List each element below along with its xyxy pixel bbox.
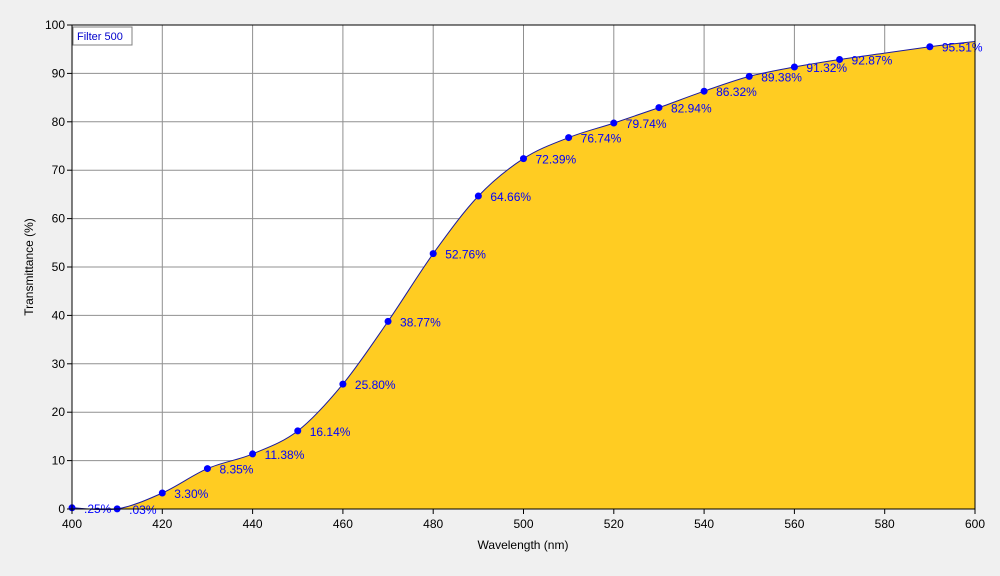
data-point — [249, 450, 257, 458]
data-point — [203, 465, 211, 473]
y-axis-title: Transmittance (%) — [22, 218, 36, 316]
data-label: 25.80% — [355, 378, 396, 392]
data-point — [610, 119, 618, 127]
data-point — [158, 489, 166, 497]
data-point — [520, 155, 527, 163]
data-label: .03% — [129, 503, 157, 517]
x-tick-label: 600 — [965, 517, 985, 531]
data-label: 95.51% — [942, 41, 983, 55]
x-tick-label: 460 — [333, 517, 353, 531]
data-label: 79.74% — [626, 117, 667, 131]
x-tick-label: 420 — [152, 517, 172, 531]
data-labels: .25% .03%3.30%8.35%11.38%16.14%25.80%38.7… — [84, 41, 983, 517]
data-point — [565, 134, 573, 142]
y-tick-label: 0 — [58, 502, 65, 516]
y-axis-ticks: 0 10 20 30 40 50 60 70 80 90 100 — [45, 18, 72, 516]
data-point — [836, 56, 844, 64]
y-tick-label: 100 — [45, 18, 65, 32]
data-label: 64.66% — [490, 190, 531, 204]
x-tick-label: 480 — [423, 517, 443, 531]
y-tick-label: 60 — [52, 212, 66, 226]
data-label: 76.74% — [581, 132, 622, 146]
data-point — [790, 63, 798, 71]
y-tick-label: 90 — [52, 66, 66, 80]
y-tick-label: 50 — [52, 260, 66, 274]
data-point — [655, 104, 663, 112]
data-point — [700, 87, 708, 95]
y-tick-label: 80 — [52, 115, 66, 129]
legend: Filter 500 — [72, 26, 133, 46]
data-label: 72.39% — [536, 153, 577, 167]
data-point — [745, 72, 753, 80]
data-point — [384, 317, 392, 325]
data-label: 91.32% — [806, 61, 847, 75]
x-tick-label: 560 — [784, 517, 804, 531]
transmittance-curve-line — [71, 41, 976, 511]
legend-label: Filter 500 — [77, 31, 123, 43]
legend-box — [72, 26, 133, 46]
data-point — [339, 380, 347, 388]
y-tick-label: 40 — [52, 308, 66, 322]
x-tick-label: 400 — [62, 517, 82, 531]
x-tick-label: 580 — [875, 517, 895, 531]
y-tick-label: 10 — [52, 454, 66, 468]
y-tick-label: 20 — [52, 405, 66, 419]
data-point — [474, 192, 482, 200]
data-label: 52.76% — [445, 248, 486, 262]
x-tick-label: 520 — [604, 517, 624, 531]
transmittance-area-fill — [72, 41, 975, 510]
data-label: 92.87% — [852, 54, 893, 68]
data-label: 8.35% — [219, 463, 253, 477]
x-tick-label: 500 — [513, 517, 533, 531]
y-tick-label: 70 — [52, 163, 66, 177]
data-label: 11.38% — [265, 448, 305, 462]
data-label: 38.77% — [400, 315, 441, 329]
data-label: 86.32% — [716, 85, 757, 99]
data-label: 82.94% — [671, 102, 712, 116]
data-label: 16.14% — [310, 425, 351, 439]
x-tick-label: 440 — [243, 517, 263, 531]
x-tick-label: 540 — [694, 517, 714, 531]
data-label: 89.38% — [761, 70, 802, 84]
x-axis-title: Wavelength (nm) — [478, 538, 569, 552]
data-point — [294, 427, 302, 435]
x-axis-ticks: 400 420 440 460 480 500 520 540 560 580 600 — [62, 509, 985, 531]
data-point — [429, 250, 437, 258]
data-point — [926, 43, 934, 51]
data-label: 3.30% — [174, 487, 208, 501]
y-tick-label: 30 — [52, 357, 66, 371]
